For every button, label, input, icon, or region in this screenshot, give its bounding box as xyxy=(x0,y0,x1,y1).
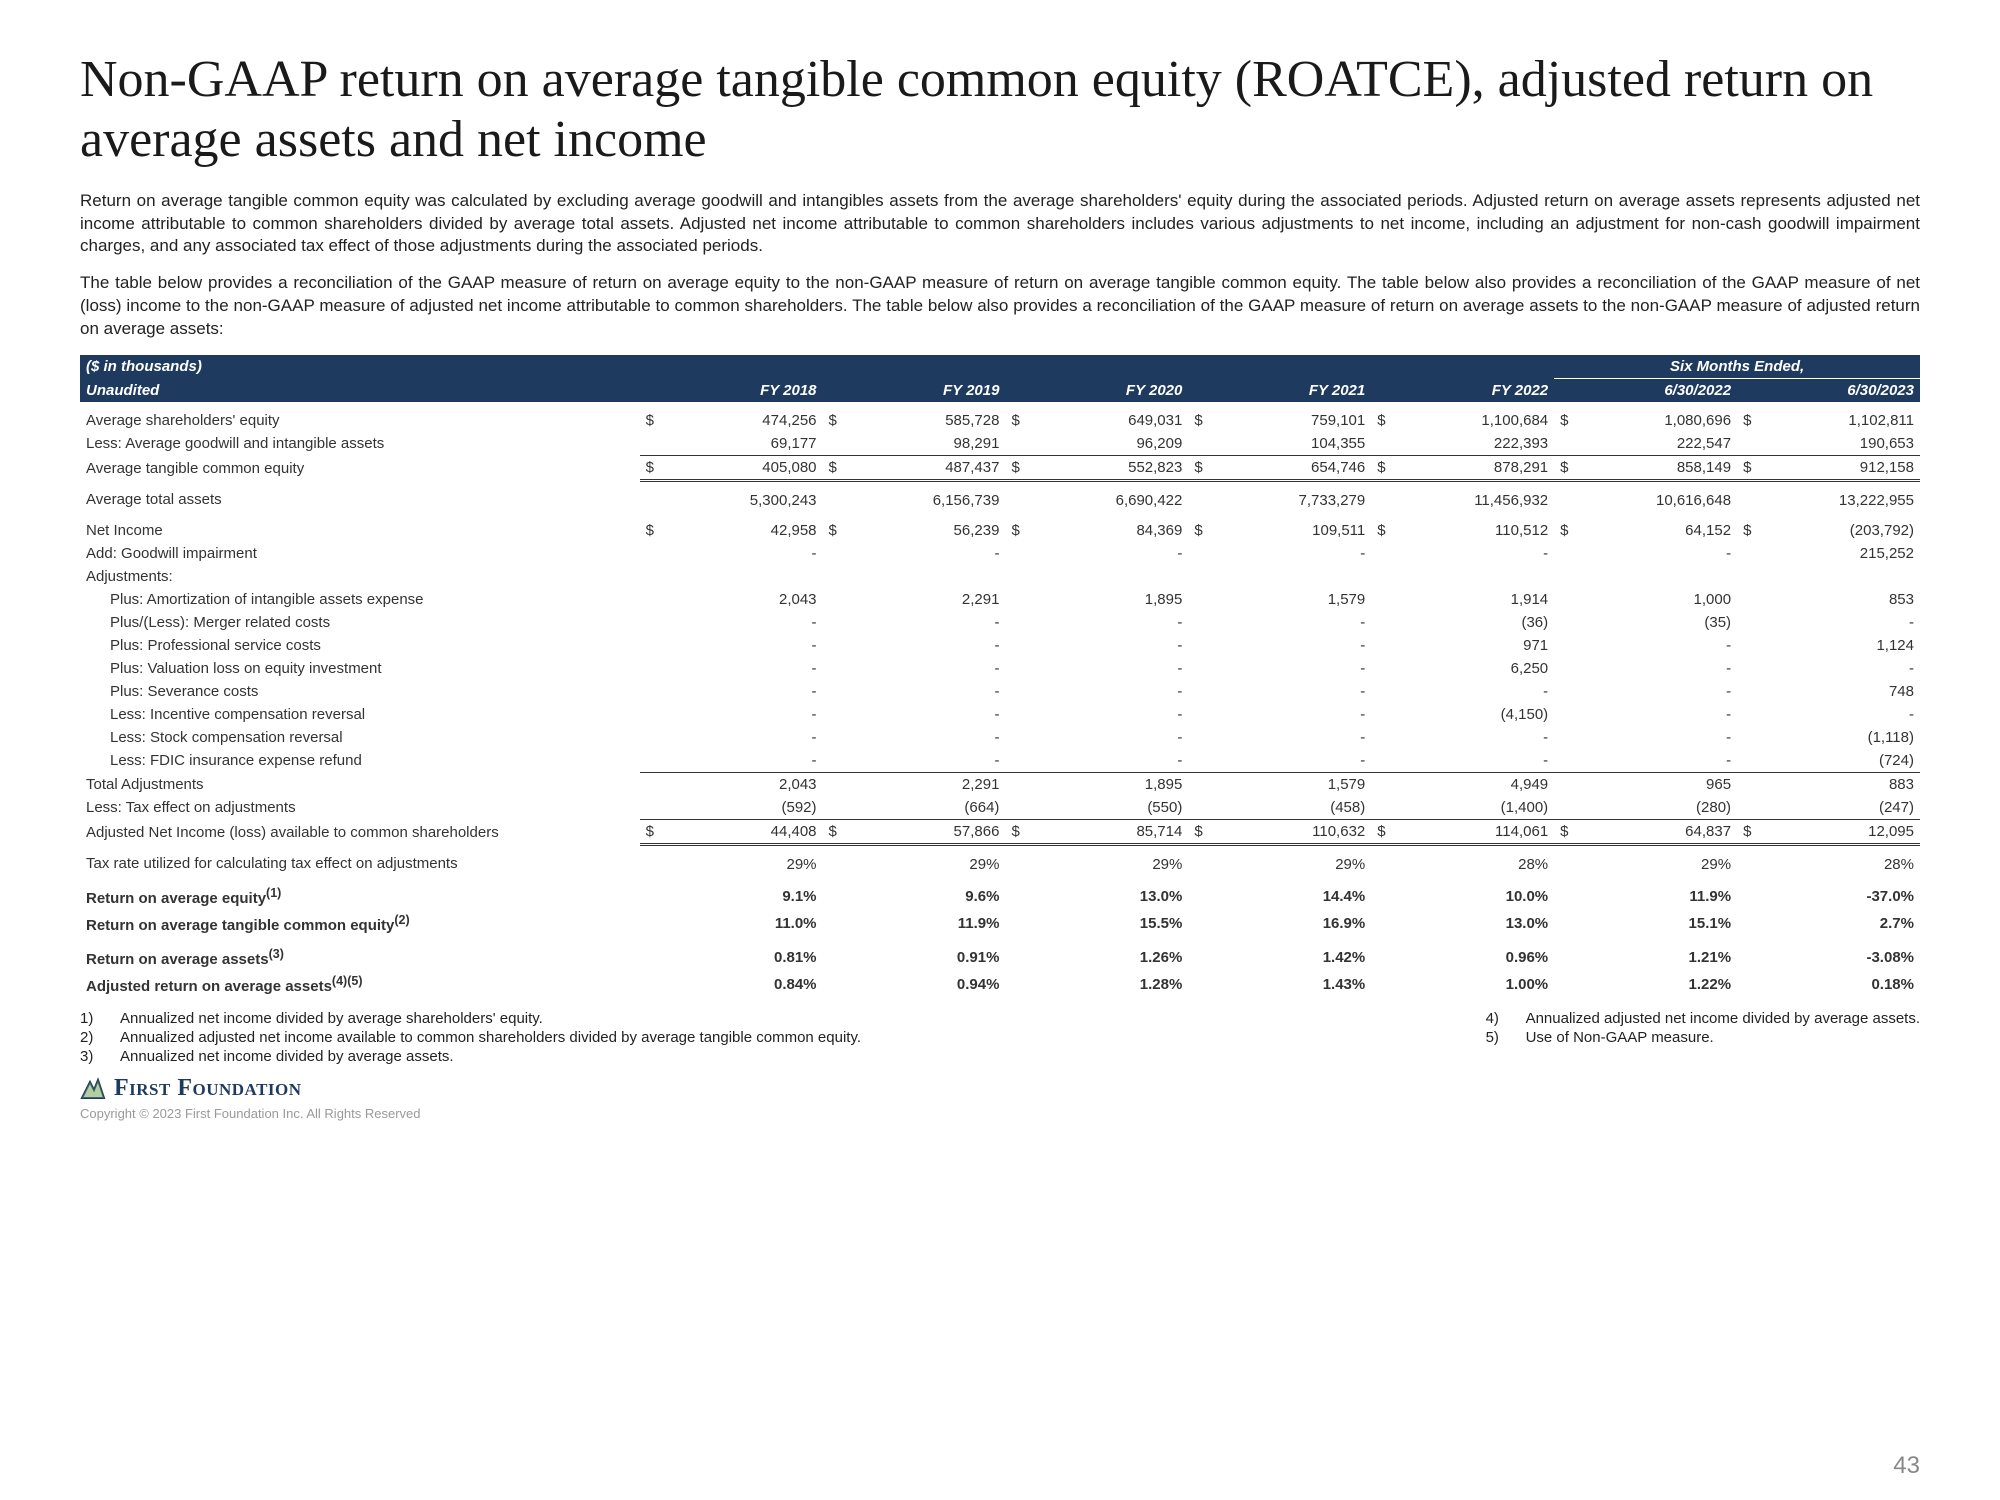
row-valuation-loss: Plus: Valuation loss on equity investmen… xyxy=(80,657,1920,680)
logo-text: First Foundation xyxy=(114,1075,302,1102)
row-adjusted-roa: Adjusted return on average assets(4)(5) … xyxy=(80,971,1920,998)
row-less-goodwill-intangibles: Less: Average goodwill and intangible as… xyxy=(80,432,1920,456)
row-goodwill-impairment: Add: Goodwill impairment - - - - - - 215… xyxy=(80,542,1920,565)
row-stock-comp-reversal: Less: Stock compensation reversal - - - … xyxy=(80,726,1920,749)
footnote-4: 4)Annualized adjusted net income divided… xyxy=(1486,1010,1920,1027)
row-severance: Plus: Severance costs - - - - - - 748 xyxy=(80,680,1920,703)
row-tax-rate: Tax rate utilized for calculating tax ef… xyxy=(80,845,1920,877)
row-fdic-refund: Less: FDIC insurance expense refund - - … xyxy=(80,749,1920,773)
footnote-5: 5)Use of Non-GAAP measure. xyxy=(1486,1029,1920,1046)
footnotes: 1)Annualized net income divided by avera… xyxy=(80,1010,1920,1065)
row-net-income: Net Income $42,958 $56,239 $84,369 $109,… xyxy=(80,512,1920,542)
col-fy2020: FY 2020 xyxy=(1030,379,1188,403)
page-title: Non-GAAP return on average tangible comm… xyxy=(80,50,1920,170)
col-6-30-2023: 6/30/2023 xyxy=(1762,379,1920,403)
row-adjusted-net-income: Adjusted Net Income (loss) available to … xyxy=(80,820,1920,845)
row-professional-costs: Plus: Professional service costs - - - -… xyxy=(80,634,1920,657)
intro-paragraph-1: Return on average tangible common equity… xyxy=(80,190,1920,259)
reconciliation-table: ($ in thousands) Six Months Ended, Unaud… xyxy=(80,355,1920,998)
row-adjustments-label: Adjustments: xyxy=(80,565,1920,588)
footnote-2: 2)Annualized adjusted net income availab… xyxy=(80,1029,861,1046)
footnote-1: 1)Annualized net income divided by avera… xyxy=(80,1010,861,1027)
row-roatce: Return on average tangible common equity… xyxy=(80,910,1920,937)
row-avg-shareholders-equity: Average shareholders' equity $474,256 $5… xyxy=(80,402,1920,432)
col-6-30-2022: 6/30/2022 xyxy=(1579,379,1737,403)
col-fy2022: FY 2022 xyxy=(1396,379,1554,403)
page-number: 43 xyxy=(1893,1452,1920,1480)
logo-icon xyxy=(80,1076,106,1102)
row-total-adjustments: Total Adjustments 2,043 2,291 1,895 1,57… xyxy=(80,773,1920,797)
six-months-header: Six Months Ended, xyxy=(1554,355,1920,379)
row-incentive-reversal: Less: Incentive compensation reversal - … xyxy=(80,703,1920,726)
footnote-3: 3)Annualized net income divided by avera… xyxy=(80,1048,861,1065)
col-fy2019: FY 2019 xyxy=(847,379,1005,403)
row-amortization: Plus: Amortization of intangible assets … xyxy=(80,588,1920,611)
col-fy2018: FY 2018 xyxy=(664,379,822,403)
unit-label: ($ in thousands) xyxy=(80,355,640,379)
unaudited-label: Unaudited xyxy=(80,379,640,403)
row-tax-effect: Less: Tax effect on adjustments (592) (6… xyxy=(80,796,1920,820)
row-avg-total-assets: Average total assets 5,300,243 6,156,739… xyxy=(80,481,1920,513)
row-avg-tangible-common-equity: Average tangible common equity $405,080 … xyxy=(80,456,1920,481)
copyright: Copyright © 2023 First Foundation Inc. A… xyxy=(80,1106,1920,1121)
col-fy2021: FY 2021 xyxy=(1213,379,1371,403)
row-return-on-avg-equity: Return on average equity(1) 9.1% 9.6% 13… xyxy=(80,876,1920,910)
row-return-on-avg-assets: Return on average assets(3) 0.81% 0.91% … xyxy=(80,937,1920,971)
company-logo: First Foundation xyxy=(80,1075,1920,1102)
intro-paragraph-2: The table below provides a reconciliatio… xyxy=(80,272,1920,341)
row-merger-costs: Plus/(Less): Merger related costs - - - … xyxy=(80,611,1920,634)
